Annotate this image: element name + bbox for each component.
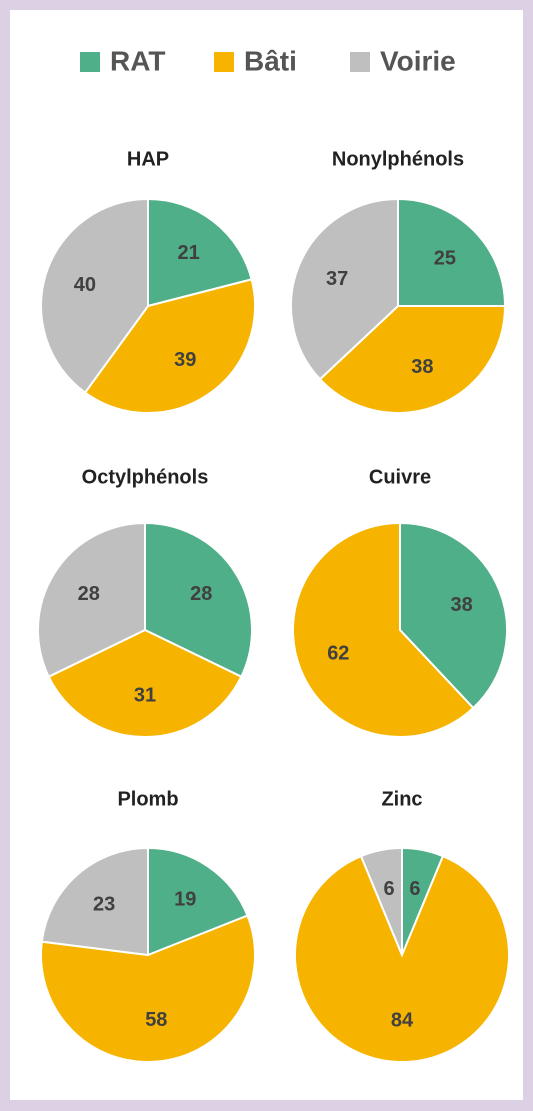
pie-slice: [290, 197, 399, 381]
data-label: 28: [190, 583, 212, 605]
chart-title: HAP: [127, 148, 169, 170]
pie-slice: [40, 197, 149, 394]
data-label: 62: [327, 643, 349, 665]
data-label: 39: [174, 349, 196, 371]
data-label: 38: [451, 594, 473, 616]
pie-slice: [294, 854, 510, 1063]
pie-slice: [47, 628, 243, 738]
data-label: 19: [174, 888, 196, 910]
data-label: 38: [411, 356, 433, 378]
data-label: 58: [145, 1009, 167, 1031]
legend: RAT Bâti Voirie: [80, 45, 456, 76]
data-label: 23: [93, 894, 115, 916]
data-label: 40: [74, 274, 96, 296]
pie-slice: [359, 846, 403, 956]
charts: HAP 21 39 40 Nonylphénols 25 38 37 Octylphénols 2…: [37, 148, 510, 1063]
pie-slice: [83, 278, 256, 414]
chart-title: Zinc: [381, 788, 422, 810]
chart-title: Nonylphénols: [332, 148, 464, 170]
chart-title: Octylphénols: [82, 466, 209, 488]
chart-title: Cuivre: [369, 466, 431, 488]
pie-slice: [40, 914, 256, 1063]
chart-title: Plomb: [117, 788, 178, 810]
legend-label: Bâti: [244, 45, 297, 76]
legend-label: RAT: [110, 45, 165, 76]
pie-slice: [397, 197, 507, 307]
legend-swatch: [350, 52, 370, 72]
data-label: 25: [434, 247, 456, 269]
data-label: 6: [383, 878, 394, 900]
pie-slice: [40, 846, 149, 957]
pie-slice: [147, 846, 249, 957]
pie-slice: [318, 305, 507, 414]
pie-slice: [399, 521, 508, 710]
data-label: 28: [78, 583, 100, 605]
data-label: 84: [391, 1010, 414, 1032]
pie-slice: [292, 521, 475, 738]
pie-slice: [37, 521, 146, 679]
data-label: 37: [326, 268, 348, 290]
pie-slice: [147, 197, 253, 308]
legend-label: Voirie: [380, 45, 456, 76]
legend-swatch: [80, 52, 100, 72]
data-label: 31: [134, 685, 156, 707]
legend-swatch: [214, 52, 234, 72]
pie-slice: [144, 521, 253, 679]
data-label: 21: [178, 242, 200, 264]
data-label: 6: [409, 878, 420, 900]
